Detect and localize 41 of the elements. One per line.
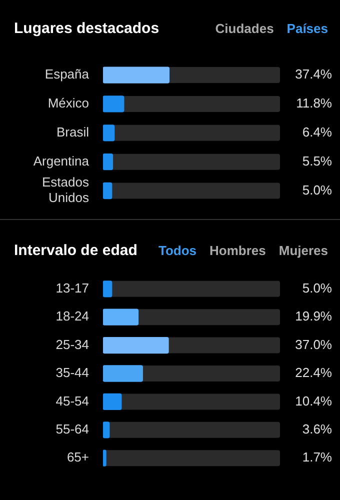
data-label: 22.4%	[295, 365, 332, 380]
text: Ciudades	[215, 21, 274, 36]
chart-title: Intervalo de edad	[14, 242, 138, 259]
data-label: 6.4%	[302, 124, 332, 140]
data-label: 3.6%	[302, 421, 332, 436]
y-tick-label: España	[44, 66, 90, 82]
bar	[103, 153, 114, 170]
data-label: 37.4%	[295, 66, 332, 82]
y-tick-label: 25-34	[56, 336, 89, 352]
bar	[103, 96, 124, 112]
text: Todos	[158, 243, 196, 258]
bar	[103, 450, 106, 466]
bar	[103, 365, 143, 382]
y-tick-label: 18-24	[56, 308, 89, 324]
data-label: 5.0%	[302, 280, 332, 296]
text: Hombres	[210, 243, 266, 258]
y-tick-label: 35-44	[56, 365, 89, 380]
data-label: 37.0%	[295, 336, 332, 352]
bar	[103, 280, 112, 298]
y-tick-label: 65+	[66, 450, 89, 465]
data-label: 5.5%	[302, 153, 332, 168]
data-label: 11.8%	[296, 96, 332, 111]
bar	[103, 182, 112, 200]
y-tick-label: 55-64	[56, 421, 89, 436]
data-label: 5.0%	[302, 182, 332, 198]
data-label: 19.9%	[295, 308, 332, 324]
text: Mujeres	[278, 243, 328, 258]
y-tick-label: Argentina	[33, 153, 90, 168]
y-tick-label: México	[48, 96, 89, 111]
bar	[103, 308, 139, 326]
data-label: 10.4%	[295, 393, 332, 408]
y-tick-label: 45-54	[56, 393, 89, 408]
text: Países	[286, 21, 328, 36]
bar	[103, 393, 122, 410]
y-tick-label: 13-17	[56, 280, 89, 296]
bar	[103, 124, 115, 142]
y-tick-label: Brasil	[56, 124, 90, 140]
y-tick-label: Estados Unidos	[42, 174, 90, 206]
chart-title: Lugares destacados	[14, 20, 160, 37]
bar	[103, 422, 110, 438]
data-label: 1.7%	[302, 450, 332, 465]
